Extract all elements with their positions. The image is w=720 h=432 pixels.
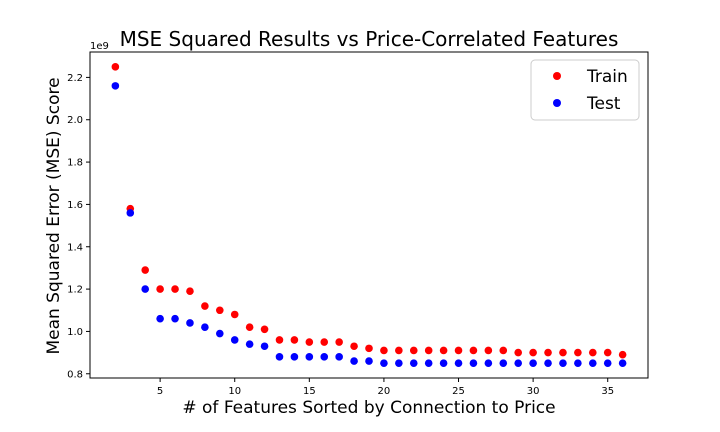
data-point-test [365, 357, 373, 365]
data-point-test [335, 353, 343, 361]
data-point-train [305, 338, 314, 346]
x-tick-label: 30 [527, 386, 540, 397]
data-point-test [156, 314, 164, 323]
plot-frame [89, 51, 649, 379]
data-point-test [171, 314, 179, 323]
data-point-train [260, 325, 269, 334]
chart-title: MSE Squared Results vs Price-Correlated … [120, 27, 619, 51]
data-point-test [141, 285, 150, 293]
plot-area [111, 63, 627, 367]
y-axis-label: Mean Squared Error (MSE) Score [44, 77, 64, 354]
y-tick-label: 0.8 [67, 369, 83, 380]
y-axis-offset-label: 1e9 [90, 41, 109, 52]
x-tick-label: 20 [378, 386, 391, 397]
x-tick-label: 15 [303, 386, 316, 397]
data-point-test [126, 209, 135, 217]
data-point-train [603, 348, 612, 357]
data-point-train [395, 346, 403, 355]
data-point-test [201, 323, 209, 331]
data-point-train [484, 346, 493, 355]
legend: Train Test [530, 59, 640, 121]
data-point-train [111, 63, 120, 71]
data-point-train [454, 346, 463, 355]
data-point-train [201, 302, 209, 310]
legend-label-train: Train [586, 67, 628, 87]
x-axis: 5 10 15 20 25 30 35 [157, 378, 614, 397]
data-point-train [320, 338, 329, 346]
y-tick-label: 2.2 [67, 73, 83, 84]
data-point-test [603, 359, 612, 367]
data-point-test [588, 359, 597, 367]
data-point-train [439, 346, 448, 355]
data-point-test [186, 319, 194, 327]
data-point-test [380, 359, 388, 367]
data-point-train [380, 346, 388, 355]
data-point-test [484, 359, 493, 367]
data-point-train [216, 306, 224, 315]
data-point-train [559, 348, 567, 357]
data-point-train [245, 323, 254, 331]
y-tick-label: 1.8 [67, 158, 83, 169]
data-point-test [260, 342, 269, 351]
y-tick-label: 2.0 [67, 115, 83, 126]
x-tick-label: 35 [601, 386, 614, 397]
data-point-train [275, 336, 284, 344]
y-tick-label: 1.6 [67, 200, 83, 211]
data-point-train [424, 346, 433, 355]
legend-marker-train [553, 72, 561, 80]
data-point-train [350, 342, 358, 351]
data-point-test [350, 357, 358, 365]
data-point-test [529, 359, 537, 367]
x-axis-label: # of Features Sorted by Connection to Pr… [182, 398, 555, 418]
data-point-train [171, 285, 179, 293]
data-point-test [574, 359, 582, 367]
y-tick-label: 1.4 [67, 242, 83, 253]
data-point-train [588, 348, 597, 357]
data-point-test [290, 353, 299, 361]
y-tick-label: 1.2 [67, 285, 83, 296]
data-point-train [514, 348, 522, 357]
data-point-train [469, 346, 478, 355]
data-point-train [574, 348, 582, 357]
data-point-train [409, 346, 418, 355]
data-point-test [275, 353, 284, 361]
data-point-test [469, 359, 478, 367]
data-point-test [305, 353, 314, 361]
y-axis: 0.8 1.0 1.2 1.4 1.6 1.8 2.0 2.2 [67, 73, 90, 380]
x-tick-label: 5 [157, 386, 163, 397]
data-point-test [544, 359, 552, 367]
y-tick-label: 1.0 [67, 327, 83, 338]
data-point-test [454, 359, 463, 367]
data-point-test [230, 336, 239, 344]
x-tick-label: 25 [452, 386, 465, 397]
data-point-test [424, 359, 433, 367]
data-point-test [559, 359, 567, 367]
data-point-test [320, 353, 329, 361]
data-point-train [499, 346, 508, 355]
data-point-train [544, 348, 552, 357]
data-point-test [216, 329, 224, 338]
data-point-train [141, 266, 150, 274]
data-point-train [618, 350, 627, 359]
data-point-train [230, 310, 239, 319]
data-point-train [186, 287, 194, 296]
data-point-test [245, 340, 254, 348]
data-point-train [290, 336, 299, 344]
data-point-train [529, 348, 537, 357]
data-point-train [335, 338, 343, 346]
legend-marker-test [553, 99, 561, 107]
data-point-test [395, 359, 403, 367]
data-point-test [439, 359, 448, 367]
x-tick-label: 10 [228, 386, 241, 397]
data-point-train [156, 285, 164, 293]
data-point-test [111, 82, 120, 90]
data-point-test [514, 359, 522, 367]
data-point-test [409, 359, 418, 367]
data-point-test [499, 359, 508, 367]
legend-label-test: Test [586, 94, 621, 114]
data-point-test [618, 359, 627, 367]
data-point-train [365, 344, 373, 353]
